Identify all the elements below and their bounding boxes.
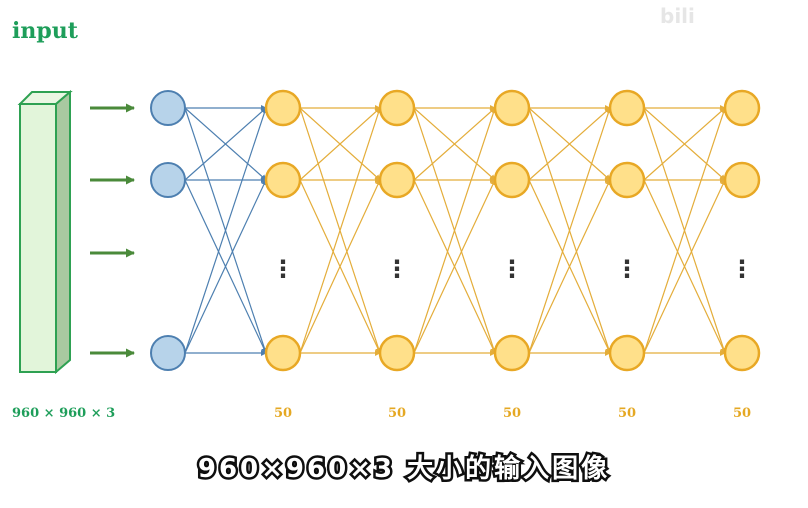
layer-size-label: 50 bbox=[502, 406, 522, 421]
hidden-edge bbox=[528, 107, 611, 181]
hidden-neuron bbox=[264, 89, 302, 127]
layer-size-label: 50 bbox=[273, 406, 293, 421]
caption-subtitle: 960×960×3 大小的输入图像 bbox=[195, 452, 611, 487]
hidden-edge bbox=[413, 107, 496, 181]
hidden-neuron bbox=[723, 161, 761, 199]
neuron-nodes bbox=[150, 89, 761, 372]
hidden-neuron bbox=[608, 89, 646, 127]
input-edge bbox=[184, 107, 267, 181]
ellipsis-icon: ⋮ bbox=[385, 255, 409, 283]
ellipsis-group: ⋮ ⋮ ⋮ ⋮ ⋮ bbox=[271, 255, 754, 283]
hidden-neuron bbox=[493, 334, 531, 372]
hidden-neuron bbox=[264, 334, 302, 372]
hidden-edge bbox=[643, 107, 727, 354]
hidden-neuron bbox=[378, 89, 416, 127]
connection-edges bbox=[184, 105, 727, 356]
hidden-edge bbox=[528, 179, 611, 354]
input-neuron bbox=[150, 335, 186, 371]
hidden-edge bbox=[413, 179, 496, 354]
ellipsis-icon: ⋮ bbox=[271, 255, 295, 283]
ellipsis-icon: ⋮ bbox=[500, 255, 524, 283]
layer-size-label: 50 bbox=[617, 406, 637, 421]
hidden-edge bbox=[413, 107, 497, 354]
hidden-neuron bbox=[608, 161, 646, 199]
hidden-neuron bbox=[378, 161, 416, 199]
hidden-edge bbox=[528, 107, 612, 354]
layer-size-label: 50 bbox=[387, 406, 407, 421]
hidden-neuron bbox=[493, 89, 531, 127]
input-neuron bbox=[150, 90, 186, 126]
input-block-front bbox=[19, 103, 57, 373]
hidden-neuron bbox=[378, 334, 416, 372]
hidden-edge bbox=[299, 107, 381, 181]
hidden-neuron bbox=[723, 334, 761, 372]
input-neuron bbox=[150, 162, 186, 198]
input-edge bbox=[184, 179, 267, 354]
input-edge bbox=[184, 107, 268, 354]
ellipsis-icon: ⋮ bbox=[615, 255, 639, 283]
bilibili-watermark: bili bbox=[660, 4, 695, 28]
hidden-neuron bbox=[493, 161, 531, 199]
layer-size-label: 50 bbox=[732, 406, 752, 421]
input-block-side bbox=[55, 89, 71, 375]
hidden-neuron bbox=[264, 161, 302, 199]
input-arrows bbox=[90, 103, 135, 358]
input-dimensions-label: 960 × 960 × 3 bbox=[12, 406, 116, 421]
hidden-edge bbox=[643, 107, 726, 181]
input-title: input bbox=[12, 18, 78, 44]
hidden-edge bbox=[643, 179, 726, 354]
hidden-neuron bbox=[723, 89, 761, 127]
hidden-edge bbox=[299, 179, 381, 354]
hidden-edge bbox=[299, 107, 382, 354]
input-block bbox=[17, 89, 73, 375]
hidden-neuron bbox=[608, 334, 646, 372]
ellipsis-icon: ⋮ bbox=[730, 255, 754, 283]
